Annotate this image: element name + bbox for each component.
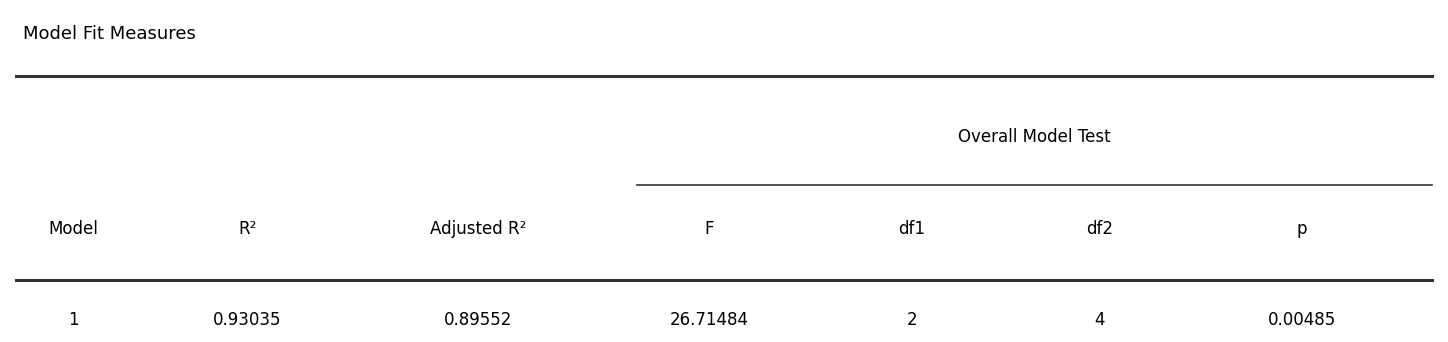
Text: df2: df2 bbox=[1086, 220, 1114, 238]
Text: 0.93035: 0.93035 bbox=[213, 311, 281, 329]
Text: df1: df1 bbox=[898, 220, 925, 238]
Text: 0.89552: 0.89552 bbox=[445, 311, 513, 329]
Text: 4: 4 bbox=[1095, 311, 1105, 329]
Text: Overall Model Test: Overall Model Test bbox=[959, 128, 1111, 146]
Text: F: F bbox=[705, 220, 714, 238]
Text: 2: 2 bbox=[906, 311, 917, 329]
Text: p: p bbox=[1297, 220, 1308, 238]
Text: R²: R² bbox=[237, 220, 256, 238]
Text: 0.00485: 0.00485 bbox=[1268, 311, 1337, 329]
Text: Model: Model bbox=[49, 220, 98, 238]
Text: 26.71484: 26.71484 bbox=[670, 311, 749, 329]
Text: 1: 1 bbox=[68, 311, 80, 329]
Text: Adjusted R²: Adjusted R² bbox=[430, 220, 527, 238]
Text: Model Fit Measures: Model Fit Measures bbox=[23, 25, 195, 43]
